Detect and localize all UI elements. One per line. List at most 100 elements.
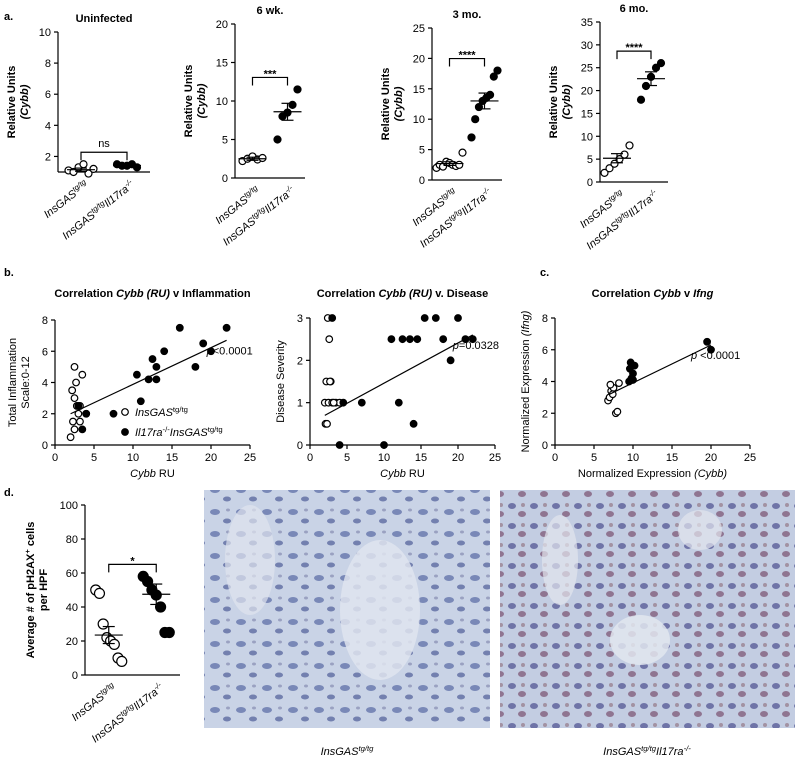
y-tick-label: 0 bbox=[297, 440, 303, 452]
text-segment: 6 mo. bbox=[620, 3, 649, 15]
data-point bbox=[454, 314, 462, 322]
data-point bbox=[329, 398, 338, 407]
data-point bbox=[489, 72, 498, 81]
y-tick-label: 8 bbox=[42, 315, 48, 327]
y-tick-label: 2 bbox=[45, 151, 51, 163]
data-point bbox=[132, 370, 141, 379]
fit-line bbox=[609, 344, 712, 395]
data-point bbox=[70, 362, 79, 371]
data-point bbox=[163, 626, 175, 639]
data-point bbox=[703, 337, 711, 346]
data-point bbox=[636, 95, 646, 104]
significance-label: * bbox=[130, 555, 135, 567]
y-tick-label: 80 bbox=[66, 534, 78, 546]
text-segment: InsGAS bbox=[135, 407, 174, 419]
y-axis-label: Disease Severity bbox=[275, 340, 287, 423]
data-point bbox=[613, 407, 622, 416]
text-segment: tg/tg bbox=[242, 182, 260, 199]
text-segment: -/- bbox=[283, 183, 295, 195]
x-tick-label: 10 bbox=[127, 452, 139, 464]
y-tick-label: 5 bbox=[419, 145, 425, 157]
text-segment: -/- bbox=[151, 680, 163, 692]
data-point bbox=[625, 141, 634, 150]
text-segment: Il17ra bbox=[656, 746, 684, 758]
image-caption: InsGAStg/tg bbox=[321, 744, 375, 759]
y-tick-label: 0 bbox=[587, 177, 593, 189]
y-tick-label: 2 bbox=[297, 355, 303, 367]
data-point bbox=[70, 394, 79, 403]
data-point bbox=[69, 417, 77, 426]
data-point bbox=[409, 419, 418, 428]
data-point bbox=[606, 380, 615, 389]
data-point bbox=[387, 335, 396, 344]
data-point bbox=[326, 377, 334, 386]
fit-line bbox=[70, 339, 227, 415]
text-segment: Correlation bbox=[54, 288, 116, 300]
text-segment: Disease Severity bbox=[275, 340, 287, 423]
text-segment: (Cybb) bbox=[561, 84, 573, 119]
x-axis-label: Normalized Expression (Cybb) bbox=[578, 468, 727, 480]
data-point bbox=[72, 378, 80, 387]
x-tick-label: 25 bbox=[744, 452, 756, 464]
x-tick-label: 5 bbox=[91, 452, 97, 464]
panel-label: d. bbox=[4, 487, 14, 499]
y-tick-label: 4 bbox=[542, 377, 548, 389]
data-point bbox=[605, 164, 614, 173]
data-point bbox=[468, 335, 477, 344]
text-segment: tg/tg bbox=[439, 184, 457, 201]
text-segment: p bbox=[452, 340, 459, 352]
y-axis-label: Relative Units bbox=[6, 66, 18, 139]
data-point bbox=[406, 335, 414, 344]
x-tick-label: 15 bbox=[666, 452, 678, 464]
x-tick-label: InsGAStg/tg bbox=[68, 679, 119, 723]
error-bar bbox=[611, 153, 623, 164]
legend-marker bbox=[121, 428, 129, 436]
text-segment: tg/tg bbox=[358, 744, 374, 753]
text-segment: Average # of pH2AX bbox=[25, 553, 37, 658]
panel-label: c. bbox=[540, 267, 549, 279]
significance-bracket bbox=[80, 151, 128, 161]
y-tick-label: 0 bbox=[42, 440, 48, 452]
y-tick-label: 25 bbox=[581, 63, 593, 75]
y-tick-label: 2 bbox=[542, 408, 548, 420]
text-segment: Correlation bbox=[317, 288, 379, 300]
data-point bbox=[70, 425, 79, 434]
data-point bbox=[148, 355, 157, 363]
x-tick-label: 20 bbox=[452, 452, 464, 464]
data-point bbox=[325, 335, 334, 344]
y-tick-label: 60 bbox=[66, 568, 78, 580]
x-tick-label: 5 bbox=[591, 452, 597, 464]
text-segment: Cybb bbox=[130, 468, 156, 480]
text-segment: 3 mo. bbox=[453, 9, 482, 21]
y-tick-label: 35 bbox=[581, 17, 593, 29]
data-point bbox=[439, 335, 448, 344]
significance-label: **** bbox=[458, 50, 476, 62]
y-tick-label: 8 bbox=[45, 58, 51, 70]
text-segment: Il17ra bbox=[135, 427, 163, 439]
text-segment: Relative Units bbox=[6, 66, 18, 139]
text-segment: Relative Units bbox=[380, 68, 392, 141]
data-point bbox=[485, 90, 495, 99]
micrograph-left bbox=[204, 490, 490, 728]
data-point bbox=[458, 148, 467, 157]
significance-bracket bbox=[251, 76, 289, 86]
y-tick-label: 15 bbox=[216, 58, 228, 70]
data-point bbox=[160, 347, 169, 356]
text-segment: Correlation bbox=[592, 288, 654, 300]
text-segment: Relative Units bbox=[183, 65, 195, 138]
chart-title: 6 mo. bbox=[620, 3, 649, 15]
text-segment: InsGAS bbox=[603, 746, 642, 758]
error-bar bbox=[150, 583, 163, 606]
data-point bbox=[222, 323, 231, 332]
text-segment: tg/tg bbox=[98, 679, 116, 696]
text-segment: v. Disease bbox=[432, 288, 488, 300]
data-point bbox=[82, 409, 91, 418]
legend-marker bbox=[121, 408, 129, 416]
error-bar bbox=[645, 71, 657, 87]
text-segment: Cybb bbox=[380, 468, 406, 480]
significance-label: **** bbox=[625, 42, 643, 54]
y-tick-label: 100 bbox=[60, 500, 78, 512]
error-bar bbox=[246, 156, 259, 161]
text-segment: 6 wk. bbox=[257, 5, 284, 17]
